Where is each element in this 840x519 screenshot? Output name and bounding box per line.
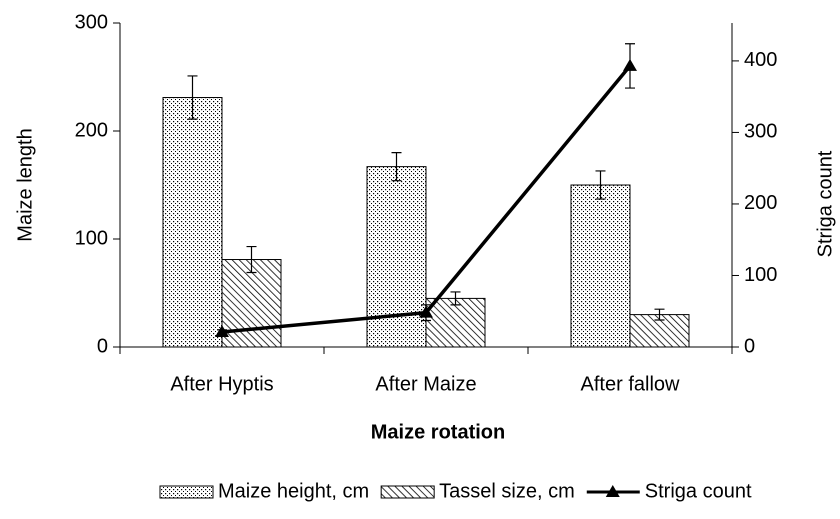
bar [162,97,223,348]
x-tick-label: After Hyptis [170,373,273,395]
error-bar [246,245,257,274]
y-tick-label: 300 [75,11,108,33]
marker [215,324,229,337]
error-bar [187,75,198,120]
y2-tick-label: 300 [744,121,777,143]
marker [419,305,433,318]
x-tick-label: After Maize [375,373,476,395]
legend-swatch [159,485,214,499]
bar [366,166,427,348]
legend-marker [605,485,620,497]
marker [623,58,637,71]
y2-tick-label: 100 [744,264,777,286]
legend-label: Striga count [645,480,752,502]
y2-tick-label: 400 [744,49,777,71]
x-axis-title: Maize rotation [371,421,505,443]
y2-tick-label: 0 [744,335,755,357]
error-bar [595,170,606,200]
error-bar [450,291,461,306]
y-axis-title: Maize length [14,128,36,241]
error-bar [654,308,665,321]
bar [425,297,486,348]
y-tick-label: 200 [75,119,108,141]
y2-axis-title: Striga count [814,150,836,257]
legend-label: Tassel size, cm [439,480,575,502]
y-tick-label: 100 [75,227,108,249]
error-bar [391,152,402,182]
x-tick-label: After fallow [581,373,680,395]
y-tick-label: 0 [97,335,108,357]
legend-swatch [380,485,435,499]
legend-label: Maize height, cm [218,480,369,502]
y2-tick-label: 200 [744,192,777,214]
bar [570,184,631,348]
